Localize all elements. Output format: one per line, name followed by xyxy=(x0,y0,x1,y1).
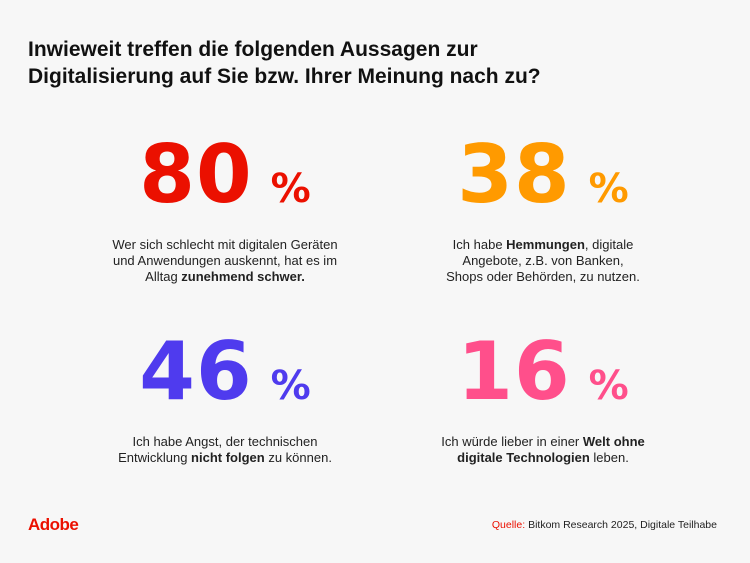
stat-description: Ich würde lieber in einer Welt ohne digit… xyxy=(441,434,645,465)
stat-description: Ich habe Hemmungen, digitale Angebote, z.… xyxy=(446,237,640,284)
stat-value: 46% xyxy=(139,325,311,418)
stat-card-38: 38% Ich habe Hemmungen, digitale Angebote… xyxy=(383,135,703,285)
source-note: Quelle: Bitkom Research 2025, Digitale T… xyxy=(491,519,717,531)
stat-value: 38% xyxy=(457,128,629,221)
stat-card-80: 80% Wer sich schlecht mit digitalen Gerä… xyxy=(65,135,385,285)
stat-description: Wer sich schlecht mit digitalen Geräten u… xyxy=(112,237,338,284)
stat-description: Ich habe Angst, der technischen Entwicklu… xyxy=(118,434,332,465)
title-line: Inwieweit treffen die folgenden Aussagen… xyxy=(28,38,478,61)
stat-value: 16% xyxy=(457,325,629,418)
adobe-logo: Adobe xyxy=(28,515,79,534)
stat-value: 80% xyxy=(139,128,311,221)
page-title: Inwieweit treffen die folgenden Aussagen… xyxy=(28,36,728,90)
stat-card-46: 46% Ich habe Angst, der technischen Entwi… xyxy=(65,332,385,466)
stat-card-16: 16% Ich würde lieber in einer Welt ohne d… xyxy=(383,332,703,466)
title-line: Digitalisierung auf Sie bzw. Ihrer Meinu… xyxy=(28,65,541,88)
